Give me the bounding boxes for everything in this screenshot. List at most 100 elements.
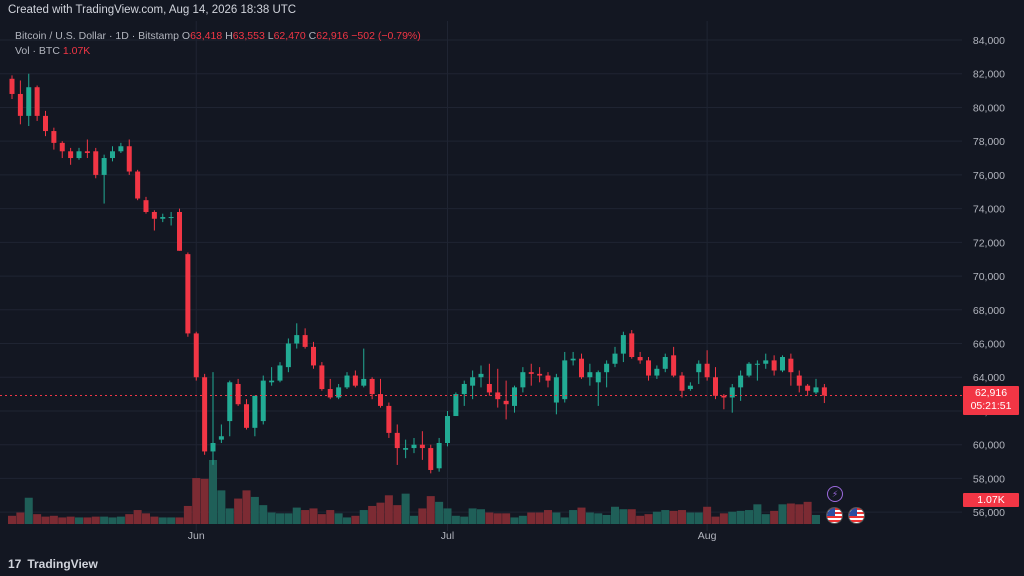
volume-bar [560,517,569,524]
candle-body [336,387,342,398]
volume-bar [24,497,33,524]
volume-bar [267,512,276,524]
candle-body [813,387,819,393]
y-tick-label: 80,000 [973,102,1005,114]
volume-bar [225,508,234,524]
candle-body [754,363,760,365]
y-tick-label: 76,000 [973,170,1005,182]
y-tick-label: 78,000 [973,136,1005,148]
volume-bar [351,515,360,524]
candle-body [671,355,677,376]
candle-body [436,443,442,469]
volume-bar [167,517,176,524]
volume-bar [368,505,377,524]
volume-bar [594,513,603,524]
candle-body [729,387,735,398]
created-caption: Created with TradingView.com, Aug 14, 20… [8,4,297,16]
symbol-label[interactable]: Bitcoin / U.S. Dollar · 1D · Bitstamp [15,30,179,42]
y-tick-label: 66,000 [973,339,1005,351]
candle-body [352,375,358,386]
volume-series [8,460,820,524]
volume-bar [309,508,318,524]
brand-name: TradingView [27,557,98,571]
candle-body [411,444,417,449]
volume-bar [49,515,58,524]
last-price-tag: 62,916 05:21:51 [963,386,1019,415]
candle-body [59,142,65,152]
candle-body [210,443,216,452]
candle-body [453,394,459,417]
lightning-icon[interactable]: ⚡ [827,486,843,502]
volume-bar [158,517,167,524]
volume-bar [66,516,75,524]
volume-bar [451,515,460,524]
candle-body [419,444,425,449]
candle-body [637,357,643,361]
volume-bar [485,512,494,524]
volume-value: 1.07K [62,45,91,57]
volume-bar [694,512,703,524]
volume-bar [259,505,268,524]
candle-body [629,333,635,358]
y-tick-label: 74,000 [973,204,1005,216]
candle-body [620,335,626,354]
candle-body [235,383,241,405]
y-tick-label: 70,000 [973,271,1005,283]
time-axis[interactable]: Jun Jul Aug [188,530,717,542]
volume-bar [443,508,452,524]
candle-body [503,400,509,405]
volume-bar [535,512,544,524]
volume-bar [719,513,728,524]
tradingview-logo[interactable]: 17 TradingView [8,557,98,571]
volume-bar [276,513,284,524]
candlestick-chart[interactable]: 84,000 82,000 80,000 78,000 76,000 74,000 72,0… [0,21,1024,553]
volume-bar [83,517,92,524]
candle-body [110,151,115,159]
candle-body [285,343,291,368]
candle-body [252,395,258,428]
volume-bar [284,513,293,524]
candle-body [302,335,308,347]
candle-body [721,395,727,398]
candle-body [495,392,501,400]
volume-bar [242,490,251,524]
candle-body [662,357,668,369]
y-tick-label: 72,000 [973,237,1005,249]
chart-legend: Bitcoin / U.S. Dollar · 1D · Bitstamp O6… [15,29,421,59]
volume-bar [301,510,310,524]
volume-label[interactable]: Vol · BTC [15,45,60,57]
volume-bar [326,510,335,524]
candle-body [713,377,718,396]
y-tick-label: 68,000 [973,305,1005,317]
us-flag-icon[interactable] [848,507,865,524]
volume-bar [393,505,402,524]
candle-body [805,385,811,391]
candle-body [746,363,752,376]
candle-body [738,375,744,388]
volume-bar [778,504,787,524]
bar-countdown: 05:21:51 [970,400,1012,412]
volume-bar [217,490,226,524]
volume-bar [435,501,444,524]
us-flag-icon[interactable] [826,507,843,524]
candle-body [84,151,90,153]
volume-bar [711,516,720,524]
candle-body [369,378,375,395]
candle-body [587,372,593,378]
volume-bar [292,507,301,524]
candle-body [445,416,450,444]
volume-bar [100,516,109,524]
volume-row: Vol · BTC 1.07K [15,44,421,59]
candle-body [177,211,182,251]
volume-bar [317,514,326,524]
candle-body [218,436,224,440]
candle-body [704,363,710,378]
candle-body [528,372,534,374]
candle-body [193,333,199,378]
candle-body [780,357,785,371]
footer-bar [0,553,1024,576]
candle-body [202,377,208,452]
volume-bar [200,478,209,524]
volume-bar [803,501,812,524]
price-axis[interactable]: 84,000 82,000 80,000 78,000 76,000 74,000 72,0… [973,35,1005,519]
